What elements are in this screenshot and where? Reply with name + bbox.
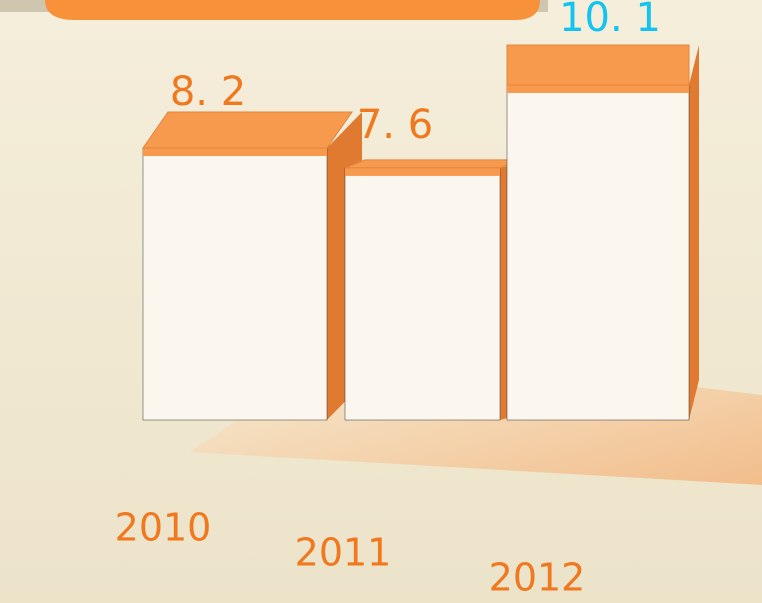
value-label: 7. 6 <box>357 102 433 148</box>
x-tick-label: 2011 <box>295 531 392 575</box>
bar-front <box>142 147 328 421</box>
bar-band <box>345 167 500 176</box>
bar-front <box>344 167 501 421</box>
bars <box>142 44 699 421</box>
bar-top <box>142 111 353 149</box>
x-tick-label: 2010 <box>115 506 212 550</box>
bar <box>506 44 699 421</box>
bar-top <box>506 44 690 86</box>
bar-side <box>689 45 699 420</box>
x-tick-label: 2012 <box>489 556 586 600</box>
bar-band <box>507 85 689 93</box>
header-pill <box>45 0 540 20</box>
bar-top <box>344 159 521 169</box>
bar <box>142 111 362 421</box>
bar-band <box>143 148 327 157</box>
bar <box>344 159 530 421</box>
bar-front <box>506 84 690 421</box>
value-label: 8. 2 <box>170 69 246 115</box>
value-label: 10. 1 <box>559 0 661 41</box>
